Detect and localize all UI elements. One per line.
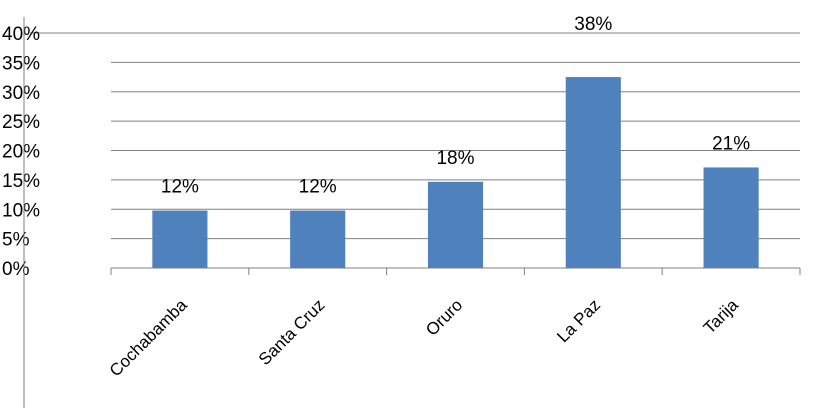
x-tick-label: Tarija [700, 295, 743, 338]
x-tick-label: Santa Cruz [255, 295, 329, 369]
y-tick-label: 25% [2, 112, 40, 133]
data-label: 12% [161, 177, 199, 198]
bar-oruro [427, 181, 484, 268]
x-tick-label: Oruro [422, 295, 466, 339]
y-tick-label: 40% [2, 24, 40, 45]
y-tick-label: 15% [2, 171, 40, 192]
x-tick-label: Cochabamba [106, 295, 191, 380]
bar-tarija [703, 167, 759, 268]
data-label: 21% [712, 133, 750, 154]
y-tick-label: 5% [2, 230, 30, 251]
x-axis: Cochabamba Santa Cruz Oruro La Paz Tarija [106, 267, 801, 380]
gridlines [30, 32, 800, 269]
y-tick-label: 10% [2, 200, 40, 221]
bar-santa-cruz [290, 210, 346, 268]
data-label: 38% [574, 14, 612, 35]
y-tick-label: 0% [2, 259, 30, 280]
y-tick-label: 35% [2, 53, 40, 74]
bar-la-paz [565, 77, 621, 268]
y-tick-label: 30% [2, 83, 40, 104]
x-tick-label: La Paz [553, 295, 604, 346]
data-labels: 12% 12% 18% 38% 21% [161, 14, 750, 198]
bar-cochabamba [152, 210, 208, 268]
data-label: 18% [436, 148, 474, 169]
y-axis: 0% 5% 10% 15% 20% 25% 30% 35% 40% [2, 17, 40, 408]
bars [152, 77, 759, 268]
data-label: 12% [299, 177, 337, 198]
y-tick-label: 20% [2, 142, 40, 163]
